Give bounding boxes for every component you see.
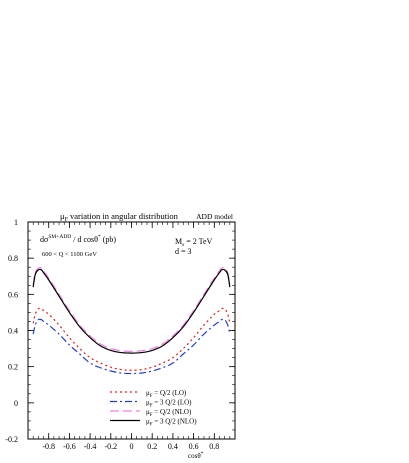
- series-lines: [32, 267, 231, 375]
- series-line-3: [32, 267, 231, 352]
- legend-label-3: μF = Q/2 (NLO): [146, 408, 192, 418]
- model-label: ADD model: [196, 212, 233, 221]
- x-tick-label: -0.2: [104, 442, 117, 451]
- param-d: d = 3: [175, 247, 192, 256]
- x-tick-label: 0.2: [147, 442, 157, 451]
- x-tick-label: -0.4: [84, 442, 97, 451]
- x-tick-label: 0.4: [168, 442, 178, 451]
- y-tick-label: 0.4: [8, 327, 18, 336]
- legend-label-2: μF = 3 Q/2 (LO): [146, 399, 192, 409]
- y-tick-label: -0.2: [5, 435, 18, 444]
- param-ms: Ms = 2 TeV: [175, 237, 213, 248]
- x-tick-label: 0: [130, 442, 134, 451]
- cut-label: 600 < Q < 1100 GeV: [42, 251, 97, 258]
- y-tick-label: 0: [14, 399, 18, 408]
- x-axis-label: cosθ*: [188, 452, 204, 460]
- series-line-2: [32, 318, 231, 375]
- series-line-4: [32, 268, 231, 354]
- y-axis-label: dσSM+ADD / d cosθ* (pb): [40, 234, 116, 244]
- x-tick-label: 0.6: [189, 442, 199, 451]
- y-tick-label: 1: [14, 218, 18, 227]
- y-tick-label: 0.8: [8, 254, 18, 263]
- x-tick-label: 0.8: [209, 442, 219, 451]
- legend: μF = Q/2 (LO)μF = 3 Q/2 (LO)μF = Q/2 (NL…: [110, 389, 197, 428]
- x-tick-label: -0.6: [63, 442, 76, 451]
- legend-label-4: μF = 3 Q/2 (NLO): [146, 418, 197, 428]
- chart-title: μF variation in angular distribution: [60, 211, 179, 223]
- axis-ticks: [27, 221, 236, 440]
- y-tick-label: 0.2: [8, 363, 18, 372]
- x-tick-label: -0.8: [42, 442, 55, 451]
- y-tick-label: 0.6: [8, 290, 18, 299]
- series-line-1: [32, 307, 231, 371]
- legend-label-1: μF = Q/2 (LO): [146, 389, 187, 399]
- axis-tick-labels: -0.8 -0.6 -0.4 -0.2 0 0.2 0.4 0.6 0.8 -0.2 0 0.2 0.4…: [5, 218, 219, 451]
